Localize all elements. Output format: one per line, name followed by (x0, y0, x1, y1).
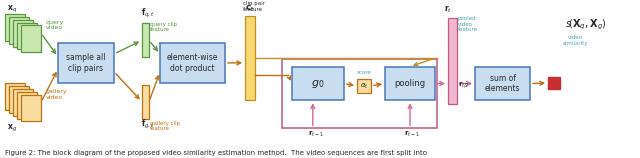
Bar (13, 89, 33, 116)
Text: score: score (356, 70, 371, 75)
Text: pooling: pooling (394, 79, 426, 88)
Text: gallery clip
feature: gallery clip feature (150, 121, 180, 131)
Bar (5, 83, 25, 110)
Bar (142, 85, 149, 119)
Bar (475, 67, 530, 100)
Text: sum of
elements: sum of elements (484, 74, 520, 93)
Bar (142, 24, 149, 57)
Bar (160, 43, 225, 83)
Text: sample all
clip pairs: sample all clip pairs (67, 53, 106, 73)
Text: $s\!\left(\mathbf{X}_q,\mathbf{X}_g\right)$: $s\!\left(\mathbf{X}_q,\mathbf{X}_g\righ… (565, 18, 607, 32)
Text: $\mathbf{f}_{q,t}$: $\mathbf{f}_{q,t}$ (141, 7, 155, 20)
Text: $\mathbf{x}_q$: $\mathbf{x}_q$ (7, 4, 17, 15)
Text: $\mathbf{r}_{t/2}$: $\mathbf{r}_{t/2}$ (458, 80, 470, 90)
Bar (21, 25, 41, 52)
Bar (9, 17, 29, 44)
Bar (385, 67, 435, 100)
Bar (58, 43, 114, 83)
Text: $\mathbf{c}_t$: $\mathbf{c}_t$ (245, 3, 255, 14)
Text: clip pair
feature: clip pair feature (243, 1, 265, 12)
Text: gallery
video: gallery video (46, 89, 68, 100)
Bar (5, 14, 25, 41)
Text: $\mathbf{f}_{g,t}$: $\mathbf{f}_{g,t}$ (141, 118, 155, 131)
Text: pooled
video
feature: pooled video feature (458, 16, 478, 32)
Bar (282, 59, 437, 128)
Bar (21, 95, 41, 122)
Bar (448, 18, 457, 104)
Bar (17, 92, 37, 119)
Text: element-wise
dot product: element-wise dot product (167, 53, 218, 73)
Bar (13, 20, 33, 47)
Bar (548, 77, 560, 89)
Text: query
video: query video (46, 20, 64, 30)
Bar (9, 86, 29, 113)
Text: $\mathbf{r}_{t-1}$: $\mathbf{r}_{t-1}$ (404, 129, 420, 139)
Bar (245, 16, 255, 100)
Bar (292, 67, 344, 100)
Bar (17, 23, 37, 49)
Bar (357, 79, 371, 93)
Text: $\alpha_t$: $\alpha_t$ (360, 81, 369, 91)
Text: $\mathbf{x}_g$: $\mathbf{x}_g$ (7, 123, 17, 134)
Text: Figure 2: The block diagram of the proposed video similarity estimation method. : Figure 2: The block diagram of the propo… (5, 150, 427, 156)
Text: $g_0$: $g_0$ (311, 78, 324, 90)
Text: video
similarity: video similarity (563, 35, 588, 46)
Text: query clip
feature: query clip feature (150, 21, 177, 32)
Text: $\mathbf{r}_t$: $\mathbf{r}_t$ (444, 4, 452, 15)
Text: $\mathbf{r}_{t-1}$: $\mathbf{r}_{t-1}$ (308, 129, 324, 139)
